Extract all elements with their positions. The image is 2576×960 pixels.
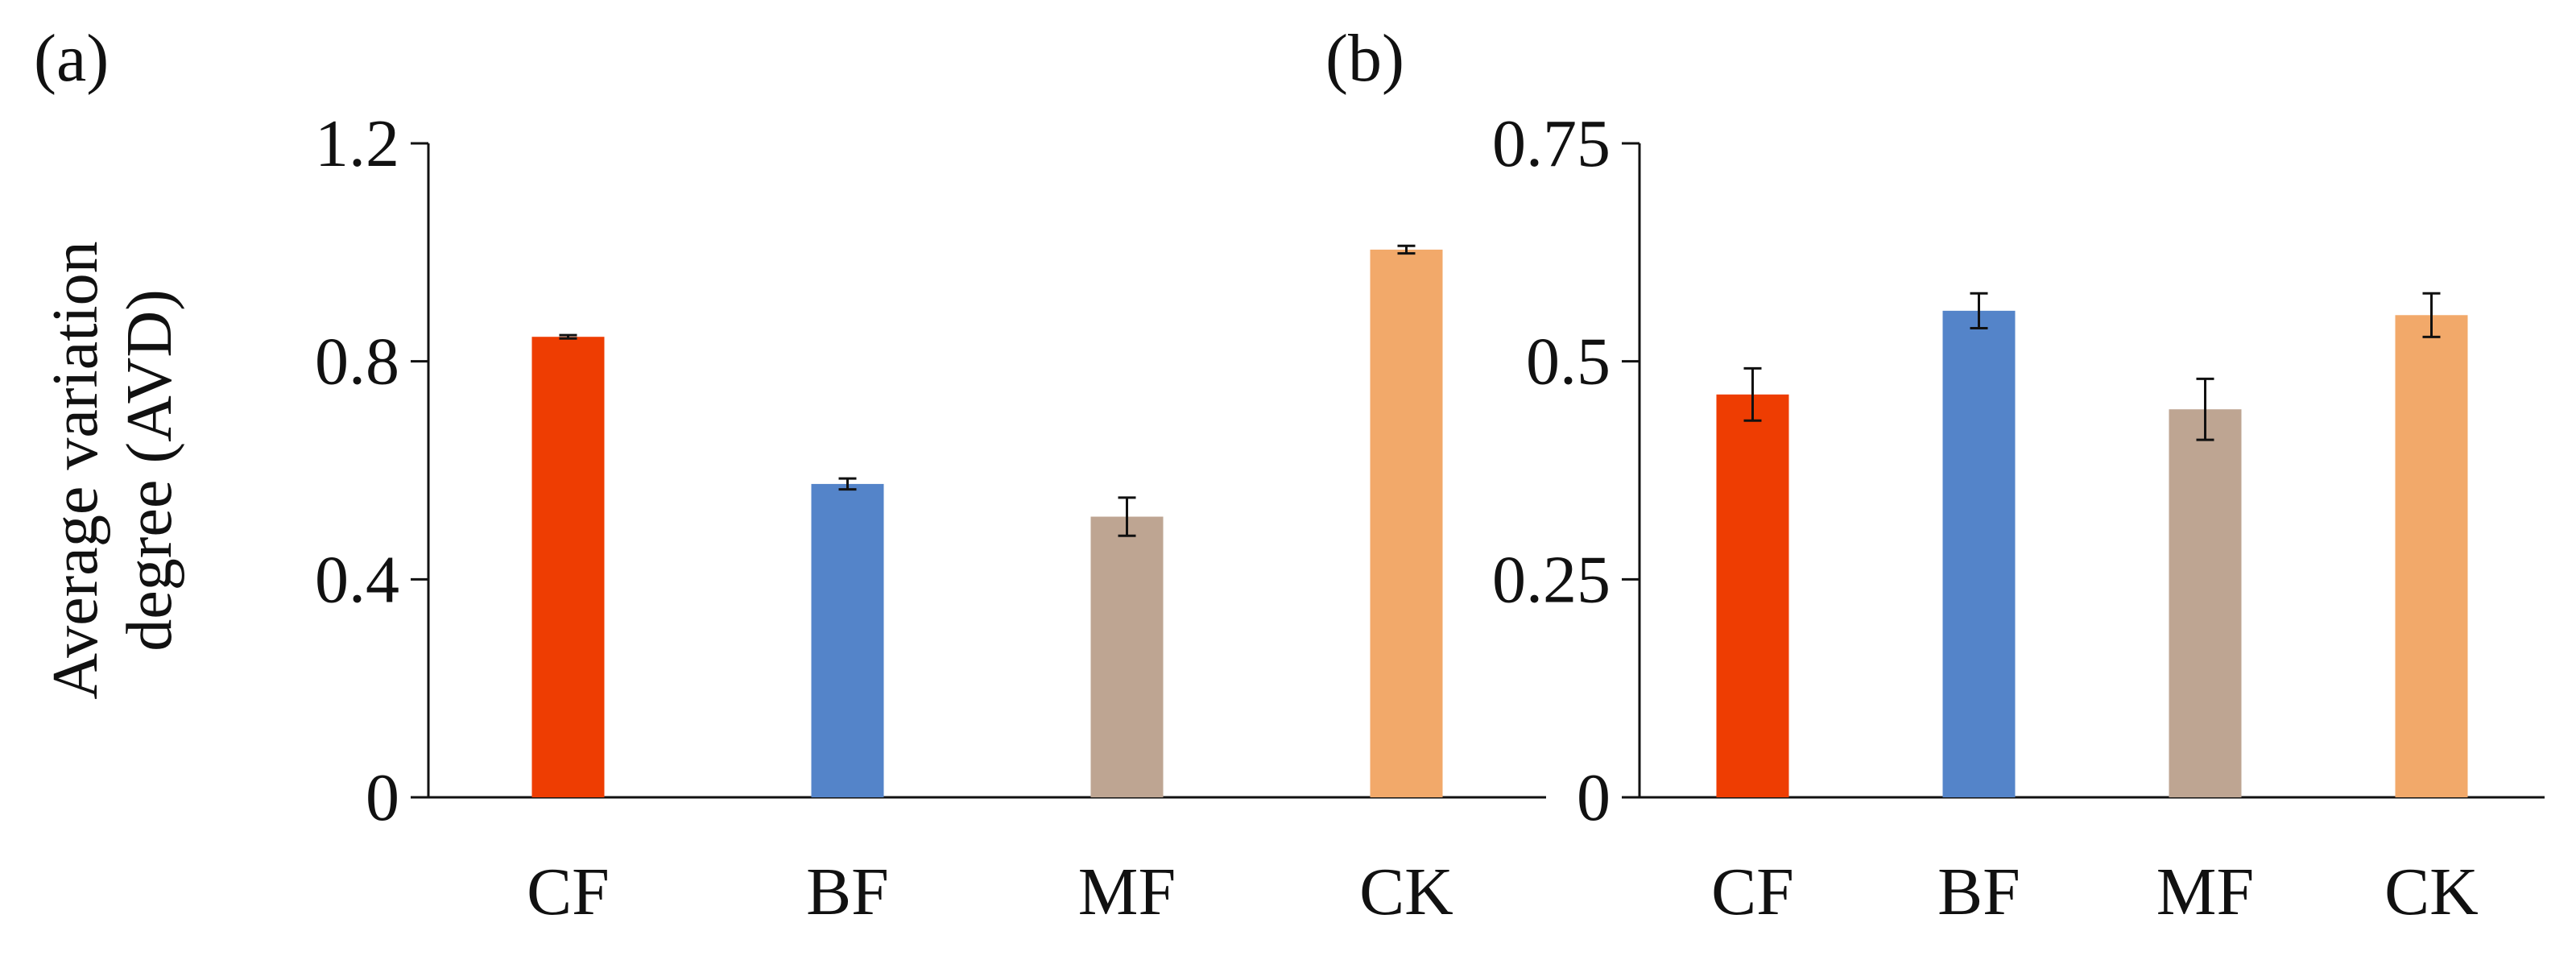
category-label: CK	[1359, 854, 1453, 929]
error-bar-ck	[1397, 244, 1416, 255]
category-label: CK	[2384, 854, 2479, 929]
category-label: BF	[806, 854, 889, 929]
y-tick-label: 0.25	[1492, 542, 1611, 617]
y-tick-label: 1.2	[315, 106, 399, 181]
bar-bf	[1942, 310, 2016, 797]
category-label: MF	[1078, 854, 1176, 929]
y-tick-label: 0.5	[1526, 325, 1611, 399]
bar-ck	[1370, 249, 1443, 797]
panel-a: (a) 0 0.4 0.8 1.2 CF BF MF CK Average variation de…	[34, 21, 1546, 929]
error-bar-mf	[2196, 377, 2214, 441]
y-axis-title-line: degree (AVD)	[114, 289, 185, 651]
category-label: CF	[527, 854, 610, 929]
error-bar-cf	[559, 333, 577, 340]
panel-b: (b) 0 0.25 0.5 0.75 CF BF MF CK	[1325, 21, 2545, 929]
category-label: CF	[1711, 854, 1794, 929]
y-tick-label: 0.75	[1492, 106, 1611, 181]
bar-mf	[1090, 516, 1164, 797]
bar-bf	[811, 483, 884, 797]
y-tick-label: 0	[1577, 760, 1611, 835]
panel-label: (b)	[1325, 21, 1404, 96]
error-bar-ck	[2422, 292, 2441, 338]
error-bar-mf	[1118, 496, 1136, 537]
y-axis-title-line: Average variation	[40, 241, 111, 699]
y-tick-label: 0.4	[315, 542, 399, 617]
y-axis-title: Average variation degree (AVD)	[40, 241, 185, 699]
y-tick-label: 0	[366, 760, 399, 835]
error-bar-bf	[1970, 292, 1988, 330]
category-label: MF	[2156, 854, 2254, 929]
bar-cf	[1716, 394, 1789, 797]
bar-cf	[531, 337, 605, 797]
error-bar-bf	[838, 477, 857, 491]
y-tick-label: 0.8	[315, 325, 399, 399]
bar-ck	[2395, 315, 2468, 797]
panel-label: (a)	[34, 21, 109, 96]
error-bar-cf	[1743, 366, 1762, 422]
category-label: BF	[1937, 854, 2020, 929]
bar-mf	[2169, 409, 2242, 797]
